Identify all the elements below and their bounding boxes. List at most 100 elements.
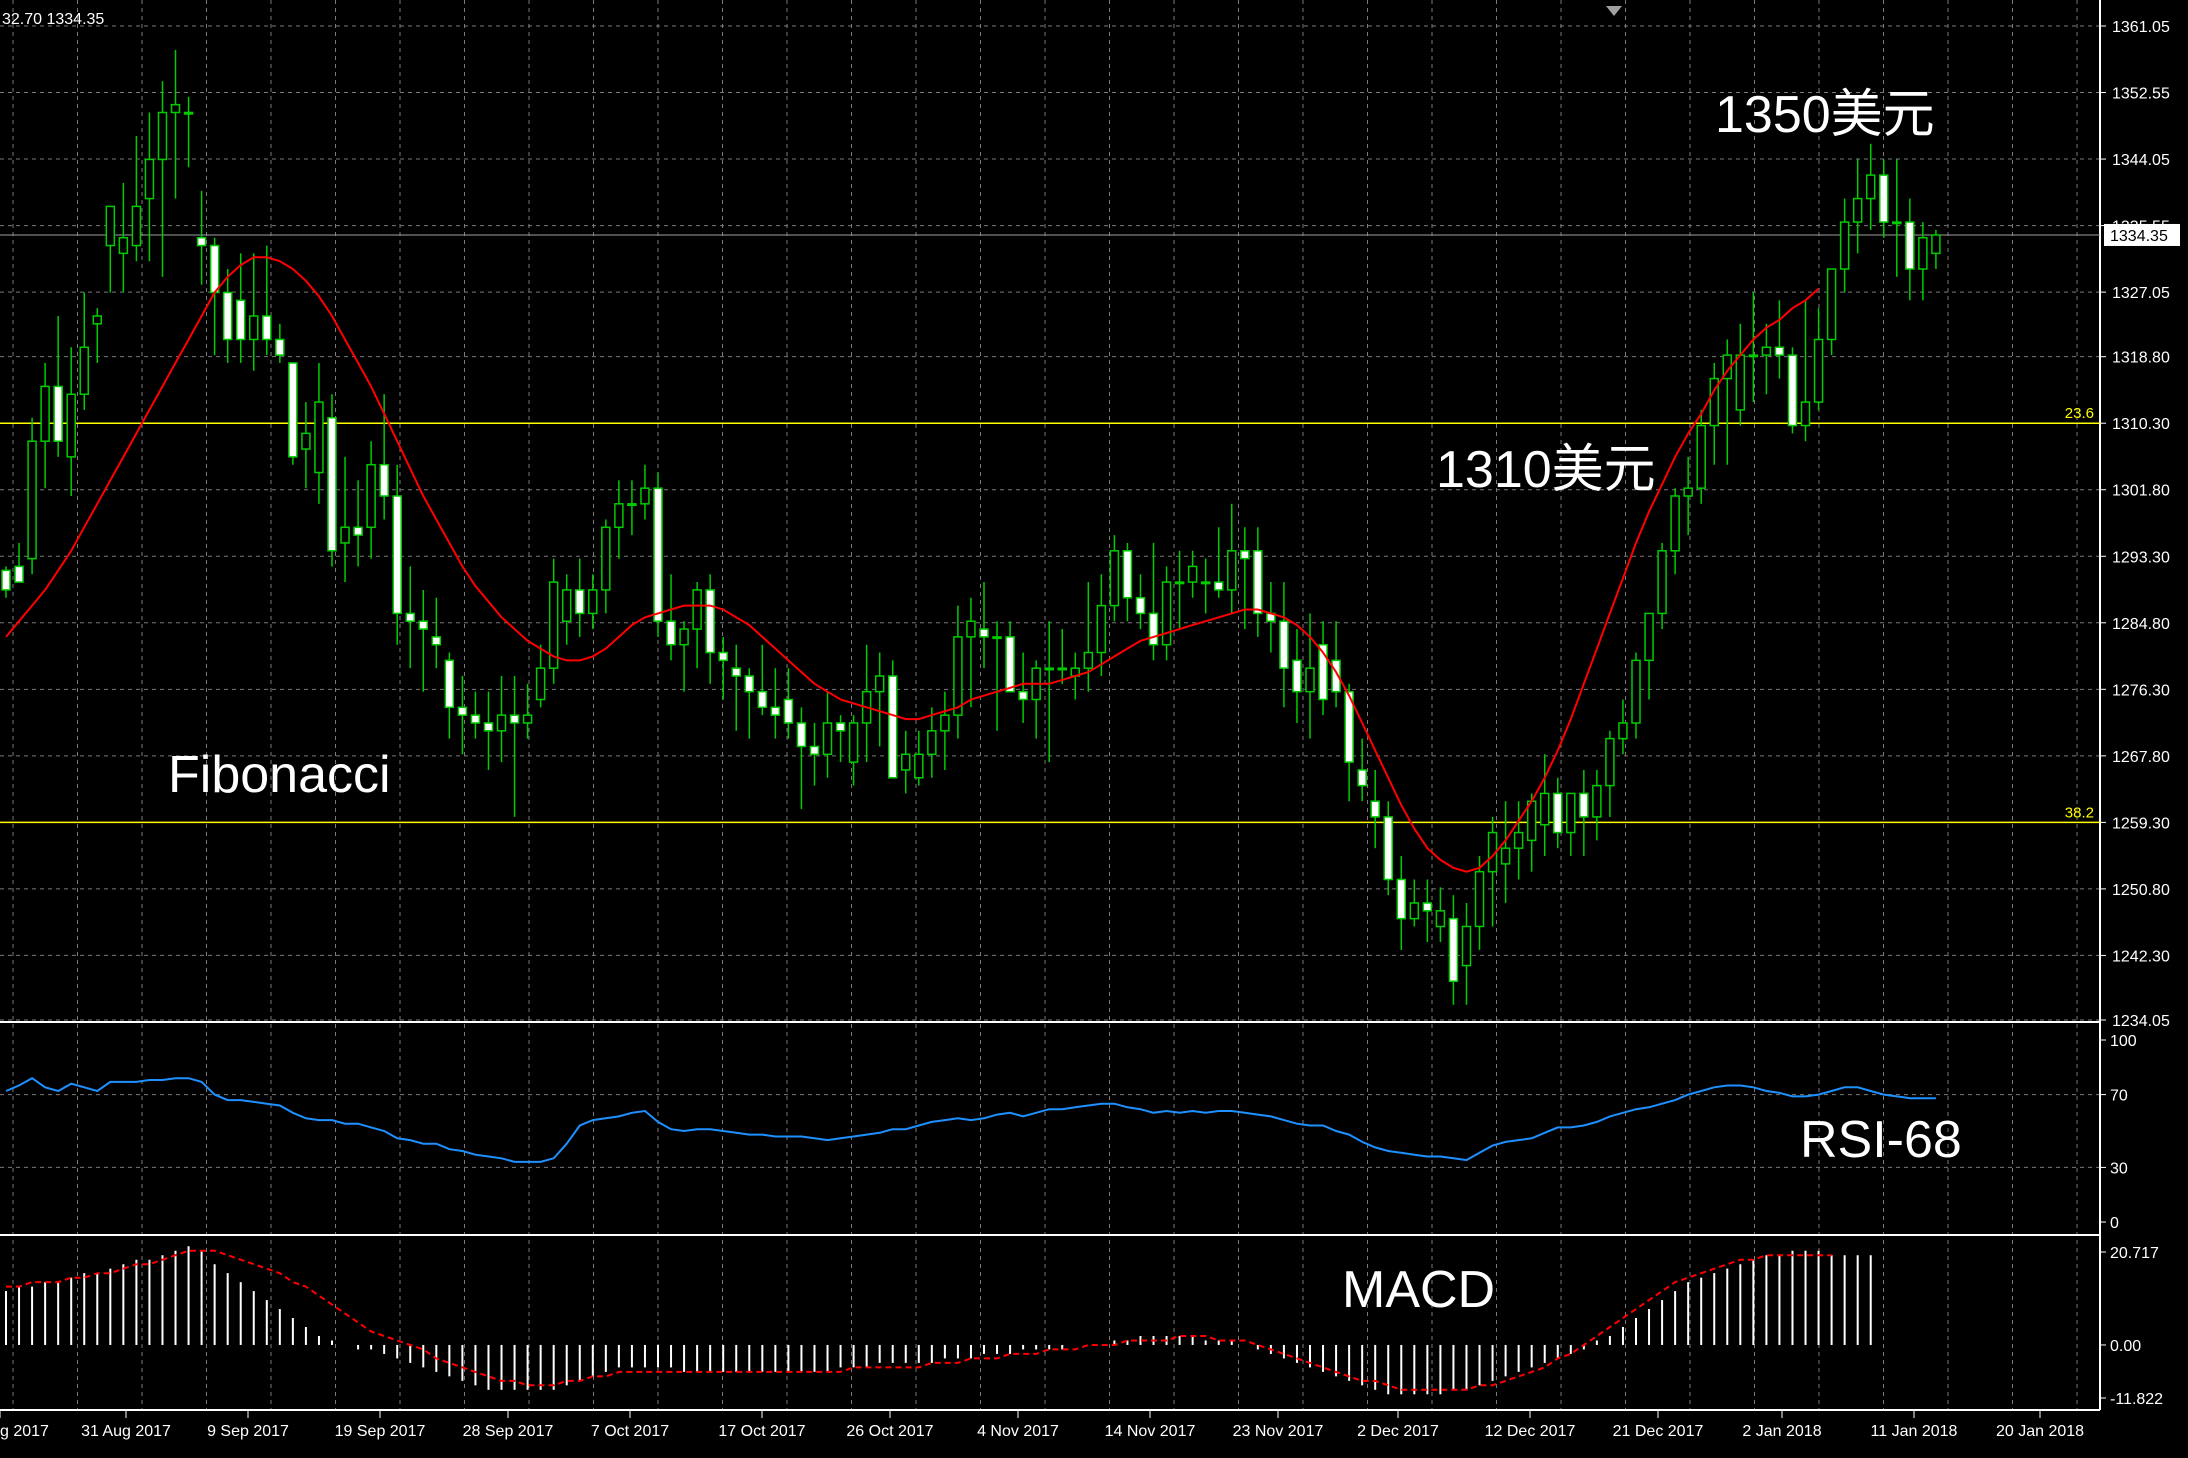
candle — [874, 652, 885, 747]
candle — [731, 644, 741, 731]
time-tick-label: 4 Nov 2017 — [977, 1423, 1059, 1440]
candle — [1865, 143, 1876, 230]
macd-tick-label: 20.717 — [2110, 1245, 2159, 1262]
candle-body-up — [1044, 667, 1054, 671]
candle — [288, 362, 298, 465]
candle-body-down — [666, 620, 676, 646]
candle-body-up — [1096, 604, 1107, 654]
moving-average-line — [5, 256, 1820, 873]
candle — [575, 558, 585, 637]
macd-tick-label: -11.822 — [2110, 1391, 2163, 1408]
candle-body-up — [1670, 495, 1680, 552]
candle-body-down — [1122, 550, 1133, 599]
time-tick-label: 20 Jan 2018 — [1996, 1423, 2084, 1440]
candle-body-up — [1644, 612, 1654, 662]
rsi-axis: 100 70 30 0 — [2100, 1033, 2137, 1232]
candle-body-up — [614, 503, 624, 529]
candle-body-up — [1931, 234, 1941, 255]
candle — [992, 621, 1002, 731]
rsi-line — [5, 1077, 1936, 1163]
candle-body-down — [1213, 581, 1224, 591]
candle — [470, 691, 481, 739]
candle — [666, 574, 676, 661]
candle-body-up — [144, 158, 155, 200]
candle-body-down — [575, 589, 585, 615]
candle-body-up — [1852, 197, 1863, 223]
candle — [1696, 409, 1706, 504]
candle — [835, 715, 846, 763]
candle — [1357, 738, 1367, 802]
candle — [1513, 801, 1524, 880]
candle-body-up — [561, 589, 572, 622]
candle — [105, 205, 116, 293]
candle-body-down — [757, 690, 768, 709]
candle-body-up — [301, 432, 311, 450]
candle-body-up — [1657, 550, 1667, 615]
candle — [1200, 558, 1211, 614]
candle — [275, 323, 285, 363]
candle — [1605, 730, 1615, 817]
candle-body-up — [79, 346, 89, 395]
time-tick-label: 31 Aug 2017 — [81, 1423, 171, 1440]
candle — [640, 464, 650, 520]
price-tick-label: 1267.80 — [2112, 749, 2170, 766]
candle-body-down — [1905, 221, 1915, 270]
candle — [1761, 323, 1772, 395]
candle-body-down — [744, 675, 755, 693]
candle — [1331, 621, 1341, 708]
candle-body-up — [966, 620, 976, 638]
time-axis: g 2017 31 Aug 2017 9 Sep 2017 19 Sep 2017 28… — [0, 1410, 2084, 1440]
annotation-fibonacci: Fibonacci — [168, 746, 391, 804]
candle — [131, 135, 142, 262]
candle-body-down — [1383, 816, 1393, 881]
candle — [1839, 198, 1850, 293]
fibonacci-levels: 23.6 38.2 — [0, 405, 2100, 824]
candle-body-up — [1227, 550, 1237, 591]
candle — [1644, 612, 1654, 700]
macd-axis: 20.717 0.00 -11.822 — [2100, 1245, 2163, 1408]
candle — [535, 644, 546, 708]
candle-body-up — [40, 385, 50, 442]
annotation-macd: MACD — [1342, 1261, 1495, 1319]
rsi-tick-label: 30 — [2110, 1160, 2128, 1177]
candle-body-down — [718, 651, 728, 662]
candle — [1135, 574, 1146, 630]
candle — [183, 96, 194, 168]
chart-shift-marker-icon[interactable] — [1606, 6, 1622, 16]
candle — [53, 315, 63, 457]
candle — [770, 668, 781, 739]
candle-body-up — [1892, 221, 1902, 225]
candle-body-down — [470, 714, 481, 724]
price-tick-label: 1318.80 — [2112, 350, 2170, 367]
candle — [249, 253, 259, 371]
candle — [1279, 582, 1289, 708]
candle-body-up — [992, 636, 1002, 640]
candle-body-up — [1709, 377, 1719, 427]
candle-body-up — [157, 111, 168, 161]
panel-frames — [0, 0, 2101, 1411]
candle-body-up — [1161, 581, 1172, 646]
time-tick-label: 11 Jan 2018 — [1871, 1423, 1958, 1440]
candle-body-down — [731, 667, 741, 677]
candle-body-up — [548, 581, 559, 669]
candle-body-down — [705, 589, 715, 654]
candle — [627, 480, 637, 536]
candle — [1670, 488, 1680, 575]
candle-body-up — [874, 675, 885, 693]
current-price-label: 1334.35 — [2110, 228, 2168, 245]
candle — [40, 362, 50, 489]
candle — [809, 722, 820, 786]
candle — [431, 597, 442, 669]
candle-body-up — [1605, 737, 1615, 787]
price-tick-label: 1259.30 — [2112, 815, 2170, 832]
candle-body-down — [444, 659, 455, 709]
time-tick-label: 2 Jan 2018 — [1742, 1423, 1821, 1440]
candle-body-down — [1005, 636, 1015, 693]
price-tick-label: 1234.05 — [2112, 1013, 2170, 1030]
candle-body-down — [979, 628, 989, 638]
candle-body-up — [1305, 667, 1315, 693]
candle — [327, 394, 337, 567]
candle — [222, 269, 233, 363]
candle-body-down — [392, 495, 402, 615]
rsi-tick-label: 0 — [2110, 1215, 2119, 1232]
